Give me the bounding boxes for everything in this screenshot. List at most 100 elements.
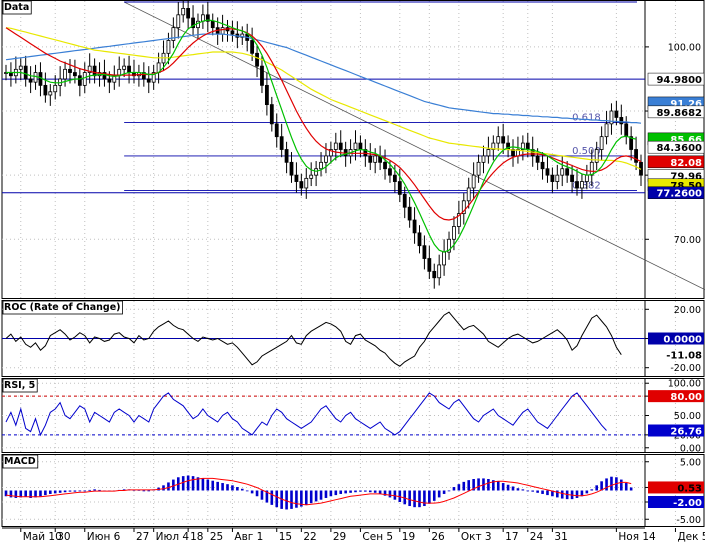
candle-body	[565, 168, 570, 176]
macd-bar	[240, 488, 244, 491]
y-tick-label: 50.00	[674, 411, 701, 422]
macd-bar	[516, 488, 520, 491]
candle-body	[560, 168, 565, 176]
macd-bar	[452, 487, 456, 491]
candle-body	[452, 226, 456, 240]
candle-body	[525, 142, 530, 150]
fib-label: 1.000	[572, 0, 601, 3]
macd-bar	[501, 483, 505, 491]
macd-bar	[423, 490, 426, 507]
y-tick-label: 100.00	[668, 42, 701, 53]
candle-body	[28, 78, 33, 83]
macd-bar	[580, 490, 584, 497]
candle-body	[240, 33, 245, 38]
candle-body	[471, 174, 476, 189]
candle-body	[466, 187, 471, 202]
macd-bar	[4, 490, 8, 497]
candle-body	[230, 30, 235, 35]
macd-bar	[364, 490, 367, 492]
macd-bar	[521, 489, 525, 491]
candle-body	[609, 110, 614, 125]
price-bars	[4, 0, 643, 289]
candle-body	[186, 8, 191, 19]
candle-body	[604, 123, 609, 138]
macd-bar	[339, 490, 343, 494]
ma-mid-line	[5, 27, 642, 221]
x-tick-label: 31	[554, 531, 567, 543]
panel-title-box	[2, 300, 123, 315]
candle-body	[540, 161, 545, 170]
candle-body	[402, 193, 407, 208]
y-tick-label: -5.00	[676, 515, 701, 526]
x-tick-label: 26	[431, 531, 445, 543]
candle-body	[476, 161, 481, 176]
macd-bar	[295, 490, 298, 508]
x-tick-label: 25	[210, 531, 223, 543]
panel-title: RSI, 5	[4, 380, 35, 391]
candle-body	[284, 149, 289, 163]
macd-bar	[447, 490, 451, 492]
candle-body	[594, 149, 599, 163]
macd-bar	[506, 484, 510, 491]
candle-body	[373, 155, 378, 163]
macd-bar	[49, 490, 52, 494]
x-tick-label: 17	[505, 531, 518, 543]
macd-bar	[556, 490, 559, 498]
value-tag-label: 0.0000	[663, 335, 702, 346]
macd-bar	[403, 490, 407, 505]
roc-line	[5, 311, 622, 367]
panel-title-box	[2, 378, 38, 393]
candle-body	[141, 72, 146, 80]
macd-bar	[260, 490, 264, 500]
macd-bar	[309, 490, 313, 504]
candle-body	[461, 200, 466, 215]
candle-body	[294, 174, 299, 182]
candle-body	[383, 161, 387, 170]
candle-body	[397, 181, 402, 195]
x-tick-label: Май 10	[23, 531, 62, 543]
macd-bar	[186, 475, 190, 491]
macd-bar	[324, 490, 328, 498]
macd-bar	[487, 479, 490, 491]
macd-bar	[457, 484, 461, 491]
price-tag-label: 94.9800	[656, 75, 702, 86]
x-tick-label: 18	[190, 531, 203, 543]
macd-bar	[73, 490, 77, 492]
y-tick-label: 20.00	[674, 305, 701, 316]
macd-bar	[393, 490, 397, 500]
candle-body	[338, 142, 343, 150]
candle-body	[68, 68, 72, 73]
macd-bar	[413, 490, 416, 508]
rsi-tag	[648, 424, 704, 437]
x-tick-label: 30	[57, 531, 70, 543]
macd-bar	[600, 481, 603, 491]
rsi-tag-label: 26.76	[670, 427, 702, 438]
candle-body	[176, 14, 181, 29]
candle-body	[535, 155, 540, 163]
macd-bar	[29, 490, 32, 498]
panel-title: ROC (Rate of Change)	[4, 302, 121, 313]
macd-bar	[531, 490, 535, 492]
candle-body	[73, 72, 77, 77]
candle-body	[264, 84, 269, 106]
candle-body	[250, 40, 255, 54]
macd-bar	[378, 490, 382, 494]
macd-bar	[78, 490, 82, 492]
candle-body	[319, 161, 323, 170]
candle-body	[260, 65, 264, 86]
y-tick-label: -20.00	[670, 363, 701, 374]
candle-body	[353, 142, 358, 150]
candle-body	[614, 110, 619, 118]
candle-body	[87, 65, 92, 73]
price-tag-label: 84.3600	[656, 143, 702, 154]
candle-body	[205, 14, 210, 22]
macd-bar	[551, 490, 554, 497]
candle-body	[274, 123, 279, 138]
candle-body	[191, 17, 195, 29]
macd-bar	[300, 490, 303, 507]
macd-bar	[58, 490, 62, 493]
macd-bar	[368, 490, 372, 493]
candle-body	[53, 84, 58, 93]
